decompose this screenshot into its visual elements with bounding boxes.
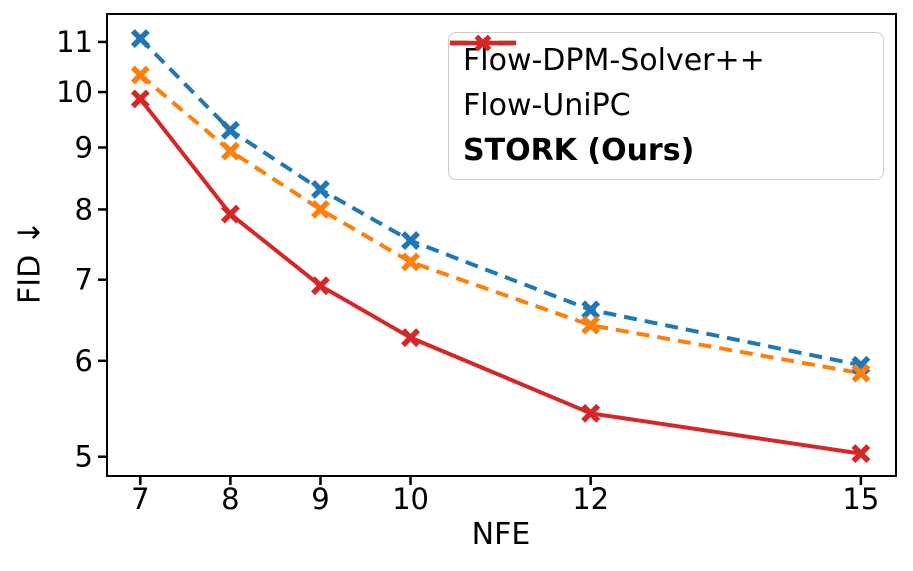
x-axis-label: NFE	[471, 517, 531, 552]
y-tick-label: 9	[75, 131, 93, 165]
x-marker-icon	[581, 300, 601, 320]
x-tick-label: 12	[572, 482, 609, 516]
x-marker-icon	[581, 403, 601, 423]
x-marker-icon	[130, 65, 150, 85]
series-line-flow-unipc	[139, 73, 862, 376]
x-marker-icon	[474, 34, 492, 52]
plot-border	[106, 13, 897, 477]
series-line-flow-dpm-solver-	[138, 37, 862, 368]
legend-item: Flow-DPM-Solver++	[450, 34, 869, 79]
x-tick-label: 8	[221, 482, 239, 516]
x-marker-icon	[401, 328, 420, 348]
y-axis-label: FID ↓	[12, 220, 48, 304]
x-marker-icon	[311, 200, 330, 219]
x-tick-label: 10	[392, 482, 429, 516]
series-line-stork-ours-	[138, 97, 862, 456]
y-tick-label: 8	[75, 192, 93, 226]
x-marker-icon	[851, 363, 871, 383]
x-marker-icon	[311, 276, 330, 296]
legend-item: STORK (Ours)	[450, 34, 869, 168]
legend: Flow-DPM-Solver++ Flow-UniPC STORK (Ours)	[448, 32, 884, 180]
x-marker-icon	[401, 252, 420, 272]
y-tick-label: 11	[56, 25, 93, 59]
legend-label: Flow-DPM-Solver++	[463, 43, 765, 79]
series-markers-flow-dpm-solver-	[130, 29, 871, 375]
x-tick-label: 15	[842, 482, 879, 516]
x-marker-icon	[220, 204, 240, 224]
x-marker-icon	[311, 180, 330, 199]
legend-label: Flow-UniPC	[463, 87, 631, 123]
y-tick-label: 7	[75, 263, 93, 297]
legend-item: Flow-UniPC	[450, 34, 869, 123]
y-tick-label: 6	[75, 344, 93, 378]
x-marker-icon	[851, 444, 871, 464]
x-marker-icon	[130, 89, 150, 109]
x-tick-label: 7	[131, 482, 149, 516]
x-marker-icon	[220, 141, 240, 161]
solid-line-sample-icon	[450, 34, 516, 52]
x-marker-icon	[401, 231, 420, 251]
x-tick-label: 9	[311, 482, 329, 516]
x-marker-icon	[220, 120, 240, 140]
series-markers-flow-unipc	[130, 65, 871, 383]
x-marker-icon	[130, 29, 150, 49]
y-tick-label: 10	[56, 75, 93, 109]
x-marker-icon	[581, 315, 601, 335]
series-markers-stork-ours-	[130, 89, 871, 464]
legend-label: STORK (Ours)	[463, 132, 695, 168]
y-tick-label: 5	[75, 440, 93, 474]
